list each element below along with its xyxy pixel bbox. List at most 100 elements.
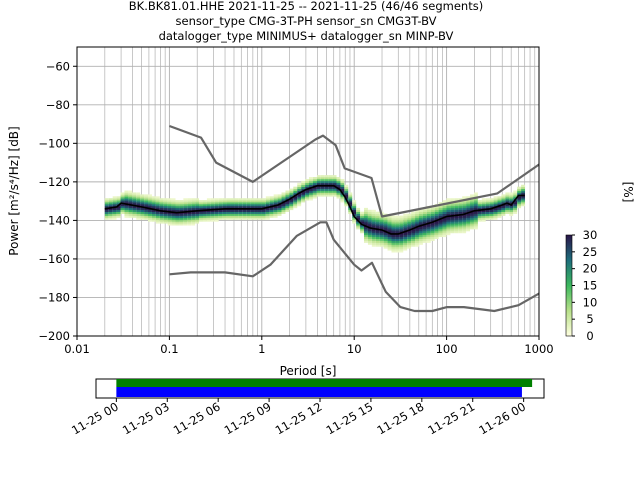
heatmap-cell: [104, 211, 109, 214]
heatmap-cell: [328, 186, 333, 189]
heatmap-cell: [485, 211, 490, 214]
heatmap-cell: [340, 200, 345, 203]
heatmap-cell: [395, 219, 400, 222]
heatmap-cell: [210, 198, 215, 201]
heatmap-cell: [269, 202, 274, 205]
heatmap-cell: [513, 202, 518, 205]
heatmap-cell: [210, 211, 215, 214]
heatmap-cell: [363, 227, 368, 230]
heatmap-cell: [297, 198, 302, 201]
heatmap-cell: [509, 192, 514, 195]
heatmap-cell: [175, 223, 180, 226]
heatmap-cell: [316, 178, 321, 182]
heatmap-cell: [497, 200, 502, 203]
heatmap-cell: [430, 232, 435, 236]
heatmap-cell: [477, 207, 482, 211]
heatmap-cell: [261, 211, 266, 214]
heatmap-cell: [281, 209, 286, 213]
heatmap-cell: [214, 217, 219, 220]
heatmap-cell: [175, 205, 180, 209]
heatmap-cell: [434, 205, 439, 209]
heatmap-cell: [513, 211, 518, 214]
heatmap-cell: [140, 209, 145, 213]
heatmap-cell: [297, 194, 302, 197]
heatmap-cell: [352, 211, 357, 214]
heatmap-cell: [481, 202, 486, 205]
heatmap-cell: [179, 219, 184, 222]
heatmap-cell: [175, 213, 180, 216]
heatmap-cell: [505, 198, 510, 201]
heatmap-cell: [344, 196, 349, 199]
colorbar-gradient: [565, 234, 573, 337]
heatmap-cell: [379, 244, 384, 247]
heatmap-cell: [120, 207, 125, 211]
heatmap-cell: [407, 238, 412, 241]
heatmap-cell: [493, 215, 498, 218]
heatmap-cell: [269, 215, 274, 218]
heatmap-cell: [116, 205, 121, 209]
heatmap-cell: [415, 232, 419, 236]
heatmap-cell: [442, 207, 447, 211]
heatmap-cell: [242, 204, 247, 207]
heatmap-cell: [411, 217, 416, 220]
heatmap-cell: [497, 198, 502, 201]
heatmap-cell: [477, 217, 482, 220]
heatmap-cell: [257, 213, 262, 216]
heatmap-cell: [112, 217, 117, 220]
heatmap-cell: [391, 240, 396, 243]
heatmap-cell: [112, 207, 117, 211]
heatmap-cell: [470, 211, 474, 214]
heatmap-cell: [446, 227, 451, 230]
heatmap-cell: [462, 207, 467, 211]
heatmap-cell: [407, 234, 412, 238]
heatmap-cell: [501, 202, 506, 205]
heatmap-cell: [430, 229, 435, 232]
heatmap-cell: [383, 229, 388, 232]
heatmap-cell: [395, 244, 400, 247]
heatmap-cell: [242, 215, 247, 218]
heatmap-cell: [375, 229, 380, 232]
heatmap-cell: [462, 211, 467, 214]
heatmap-cell: [210, 213, 215, 216]
heatmap-cell: [155, 204, 160, 207]
heatmap-cell: [301, 194, 306, 197]
heatmap-cell: [120, 192, 125, 195]
heatmap-cell: [375, 225, 380, 228]
heatmap-cell: [407, 232, 412, 236]
heatmap-cell: [112, 211, 117, 214]
heatmap-cell: [407, 244, 412, 247]
heatmap-cell: [481, 198, 486, 201]
heatmap-cell: [485, 213, 490, 216]
heatmap-cell: [234, 209, 239, 213]
title-line-3: datalogger_type MINIMUS+ datalogger_sn M…: [159, 29, 454, 43]
heatmap-cell: [242, 202, 247, 205]
heatmap-cell: [375, 213, 380, 216]
heatmap-cell: [281, 204, 286, 207]
heatmap-cell: [218, 217, 223, 220]
heatmap-cell: [466, 217, 471, 220]
heatmap-cell: [501, 213, 506, 216]
heatmap-cell: [305, 192, 310, 195]
heatmap-cell: [462, 200, 467, 203]
heatmap-cell: [485, 200, 490, 203]
heatmap-cell: [136, 215, 141, 218]
heatmap-cell: [151, 211, 156, 214]
heatmap-cell: [477, 200, 482, 203]
heatmap-cell: [446, 223, 451, 226]
heatmap-cell: [265, 209, 270, 213]
heatmap-cell: [163, 217, 168, 220]
heatmap-cell: [379, 234, 384, 238]
heatmap-cell: [438, 230, 443, 234]
heatmap-cell: [489, 205, 494, 209]
y-axis-label: Power [m²/s⁴/Hz] [dB]: [7, 126, 21, 255]
heatmap-cell: [289, 188, 294, 191]
colorbar-tick-label: 10: [583, 295, 598, 309]
heatmap-cell: [265, 213, 270, 216]
heatmap-cell: [485, 217, 490, 220]
heatmap-cell: [297, 188, 302, 191]
heatmap-cell: [218, 204, 223, 207]
heatmap-cell: [273, 194, 278, 197]
heatmap-cell: [450, 204, 455, 207]
heatmap-cell: [348, 196, 353, 199]
heatmap-cell: [383, 232, 388, 236]
